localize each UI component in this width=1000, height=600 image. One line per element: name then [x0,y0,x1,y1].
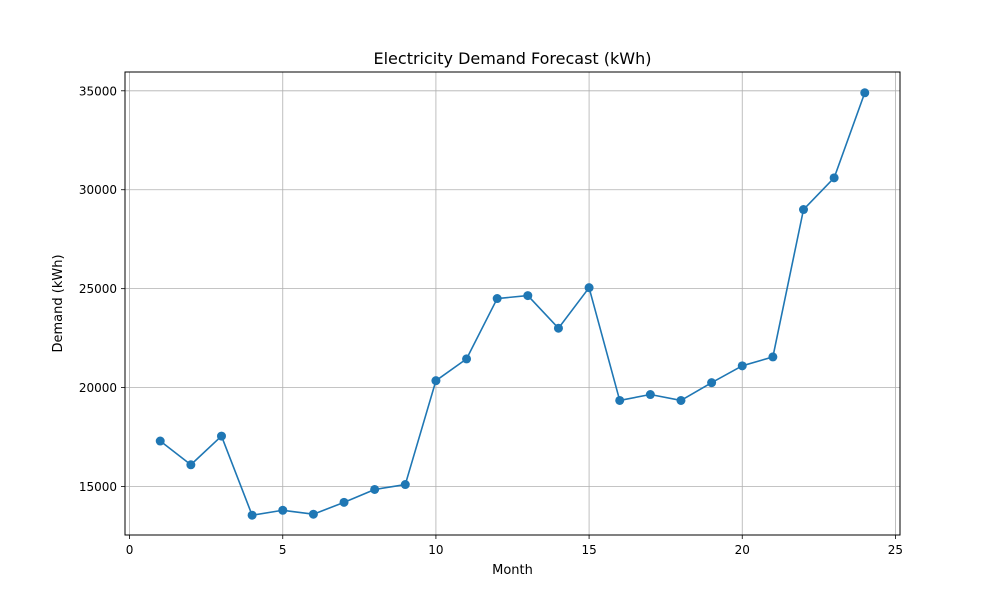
y-tick-label: 30000 [79,183,117,197]
x-tick-label: 20 [735,543,750,557]
data-point [768,352,778,362]
data-point [370,484,380,494]
data-point [737,361,747,371]
data-point [584,283,594,293]
y-axis-label: Demand (kWh) [51,254,66,352]
data-point [615,395,625,405]
x-tick-label: 15 [581,543,596,557]
data-series [155,88,870,520]
plot-frame [124,71,901,536]
data-point [707,378,717,388]
data-point [492,294,502,304]
y-tick-label: 35000 [79,84,117,98]
series-line [159,92,866,517]
y-tick-label: 15000 [79,480,117,494]
x-tick-label: 25 [888,543,903,557]
data-point [462,354,472,364]
axis-ticks: 0 5 10 15 20 25 15000 20000 25000 30000 35000 [79,84,903,557]
data-point [860,88,870,98]
x-tick-label: 0 [126,543,134,557]
data-point [155,436,165,446]
data-point [339,497,349,507]
data-point [829,173,839,183]
x-tick-label: 10 [428,543,443,557]
data-point [308,509,318,519]
data-point [186,460,196,470]
data-point [645,390,655,400]
chart-title: Electricity Demand Forecast (kWh) [374,49,652,68]
data-point [676,395,686,405]
x-tick-label: 5 [279,543,287,557]
data-point [431,376,441,386]
data-point [216,431,226,441]
data-point [247,510,257,520]
y-tick-label: 20000 [79,381,117,395]
data-point [278,505,288,515]
data-point [400,480,410,490]
x-axis-label: Month [492,563,533,578]
data-point [799,205,809,215]
data-point [553,323,563,333]
grid-lines [125,72,900,535]
data-point [523,291,533,301]
y-tick-label: 25000 [79,282,117,296]
